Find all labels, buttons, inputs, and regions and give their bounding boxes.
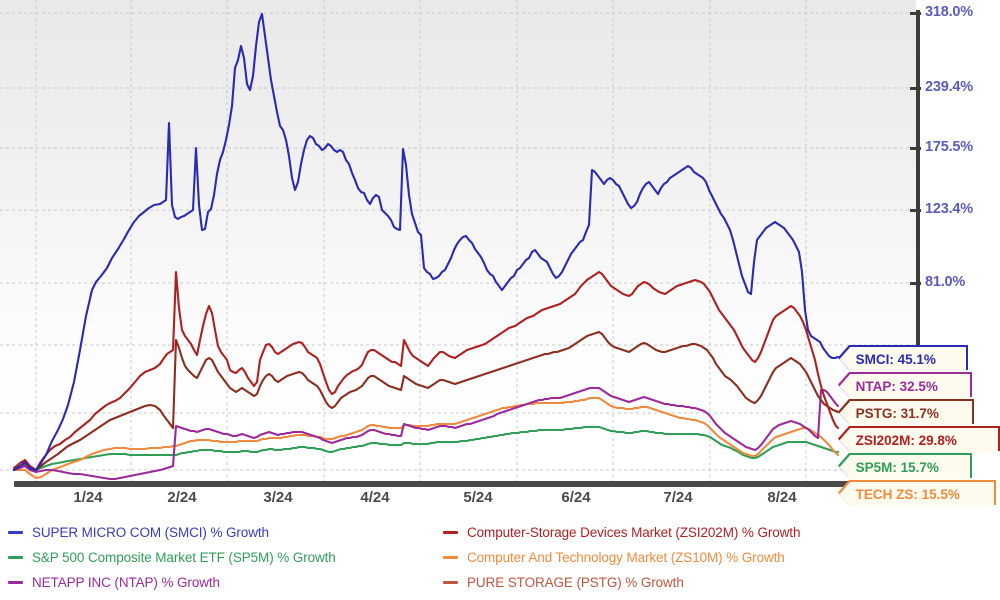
chart-series-lines: [12, 12, 840, 481]
legend-color-swatch-icon: [443, 556, 458, 559]
callout-pstg[interactable]: PSTG: 31.7%: [839, 400, 973, 426]
y-axis-tick-mark: [910, 87, 921, 90]
legend-item-label: SUPER MICRO COM (SMCI) % Growth: [32, 525, 269, 540]
legend-item[interactable]: NETAPP INC (NTAP) % Growth: [8, 570, 336, 595]
x-axis-tick-label: 1/24: [73, 489, 103, 506]
legend-item[interactable]: Computer And Technology Market (ZS10M) %…: [443, 545, 800, 570]
x-axis-tick-label: 5/24: [463, 489, 493, 506]
series-line-pstg: [12, 330, 840, 472]
x-axis-tick-label: 6/24: [561, 489, 591, 506]
x-axis-tick-label: 7/24: [663, 489, 693, 506]
y-axis-tick-label: 175.5%: [925, 139, 973, 155]
legend-color-swatch-icon: [443, 531, 458, 534]
legend-item-label: Computer And Technology Market (ZS10M) %…: [467, 550, 785, 565]
series-line-zsi202m: [12, 270, 840, 472]
x-axis-tick-label: 3/24: [263, 489, 293, 506]
legend-item-label: PURE STORAGE (PSTG) % Growth: [467, 575, 684, 590]
legend-color-swatch-icon: [8, 581, 23, 584]
y-axis-tick-mark: [910, 282, 921, 285]
y-axis-tick-label: 81.0%: [925, 274, 966, 290]
y-axis-tick-mark: [910, 147, 921, 150]
legend-column-right: Computer-Storage Devices Market (ZSI202M…: [443, 520, 800, 595]
callout-sp5m[interactable]: SP5M: 15.7%: [839, 454, 971, 480]
legend-item[interactable]: S&P 500 Composite Market ETF (SP5M) % Gr…: [8, 545, 336, 570]
series-line-ntap: [12, 386, 840, 481]
y-axis-tick-mark: [910, 12, 921, 15]
legend-item-label: Computer-Storage Devices Market (ZSI202M…: [467, 525, 801, 540]
legend-item[interactable]: Computer-Storage Devices Market (ZSI202M…: [443, 520, 800, 545]
legend-item[interactable]: SUPER MICRO COM (SMCI) % Growth: [8, 520, 336, 545]
chart-gridlines: [0, 0, 916, 481]
y-axis-tick-mark: [910, 209, 921, 212]
legend-item-label: S&P 500 Composite Market ETF (SP5M) % Gr…: [32, 550, 336, 565]
series-line-techzs: [12, 396, 840, 480]
legend-color-swatch-icon: [443, 581, 458, 584]
legend-color-swatch-icon: [8, 531, 23, 534]
callout-ntap[interactable]: NTAP: 32.5%: [839, 373, 971, 399]
series-line-smci: [12, 12, 840, 472]
callout-techzs[interactable]: TECH ZS: 15.5%: [839, 481, 995, 507]
y-axis-tick-label: 239.4%: [925, 79, 973, 95]
series-line-sp5m: [12, 425, 840, 472]
chart-legend: SUPER MICRO COM (SMCI) % Growth S&P 500 C…: [0, 520, 1000, 600]
y-axis-tick-label: 123.4%: [925, 201, 973, 217]
legend-item-label: NETAPP INC (NTAP) % Growth: [32, 575, 220, 590]
y-axis-tick-label: 318.0%: [925, 4, 973, 20]
legend-column-left: SUPER MICRO COM (SMCI) % Growth S&P 500 C…: [8, 520, 336, 595]
callout-smci[interactable]: SMCI: 45.1%: [839, 346, 967, 372]
x-axis-line: [14, 481, 916, 487]
chart-plot-area: [0, 0, 916, 484]
x-axis-tick-label: 2/24: [167, 489, 197, 506]
legend-color-swatch-icon: [8, 556, 23, 559]
legend-item[interactable]: PURE STORAGE (PSTG) % Growth: [443, 570, 800, 595]
x-axis-tick-label: 4/24: [360, 489, 390, 506]
y-axis-line: [916, 10, 920, 348]
x-axis-tick-label: 8/24: [767, 489, 797, 506]
callout-zsi202m[interactable]: ZSI202M: 29.8%: [839, 427, 999, 453]
